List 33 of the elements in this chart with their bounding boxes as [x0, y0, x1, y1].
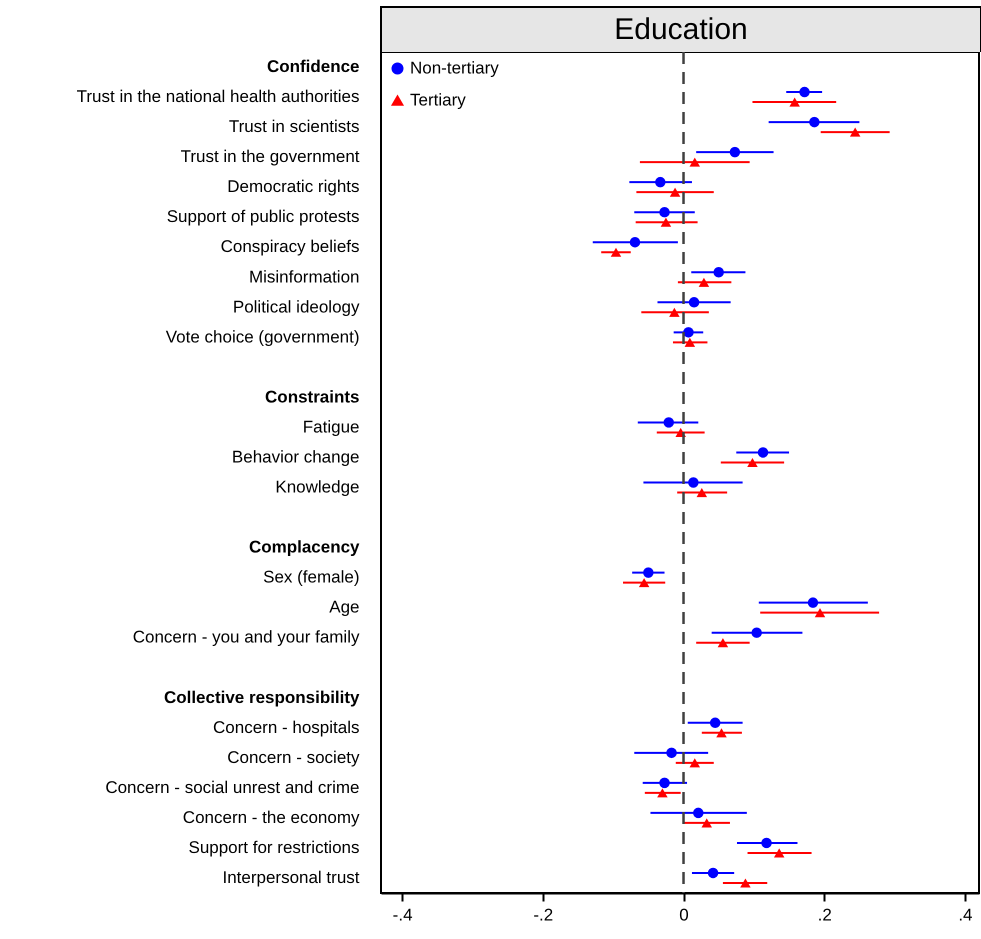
y-tick-label: Knowledge	[275, 478, 360, 497]
y-tick-label: Fatigue	[302, 417, 360, 436]
y-tick-label: Concern - you and your family	[132, 628, 360, 647]
x-tick-label: -.2	[533, 906, 554, 924]
legend-label: Tertiary	[410, 90, 466, 110]
y-tick-label: Age	[329, 598, 360, 617]
x-tick-label: 0	[679, 906, 689, 924]
y-tick-label: Behavior change	[232, 447, 360, 466]
y-tick-label: Trust in the government	[180, 147, 360, 166]
y-tick-label: Concern - the economy	[182, 808, 360, 827]
y-tick-label: Political ideology	[232, 297, 360, 316]
y-tick-label: Conspiracy beliefs	[220, 237, 360, 256]
x-tick-label: .4	[958, 906, 973, 924]
y-tick-label: Support for restrictions	[188, 838, 360, 857]
y-tick-label: Vote choice (government)	[166, 327, 360, 346]
y-tick-label: Collective responsibility	[164, 688, 360, 707]
y-tick-label: Complacency	[248, 538, 360, 557]
y-tick-label: Constraints	[265, 387, 360, 406]
y-tick-label: Trust in scientists	[228, 117, 360, 136]
y-tick-label: Concern - social unrest and crime	[105, 778, 360, 797]
y-tick-label: Support of public protests	[166, 207, 360, 226]
y-tick-label: Sex (female)	[263, 568, 360, 587]
y-tick-label: Trust in the national health authorities	[76, 87, 360, 106]
y-tick-label: Confidence	[266, 57, 360, 76]
legend-label: Non-tertiary	[410, 58, 500, 78]
y-tick-label: Interpersonal trust	[222, 868, 360, 887]
y-tick-label: Concern - hospitals	[213, 718, 360, 737]
y-tick-label: Concern - society	[227, 748, 360, 767]
y-tick-label: Misinformation	[248, 267, 360, 286]
chart-title: Education	[380, 6, 981, 52]
x-tick-label: -.4	[392, 906, 413, 924]
x-tick-label: .2	[818, 906, 832, 924]
y-tick-label: Democratic rights	[227, 177, 360, 196]
